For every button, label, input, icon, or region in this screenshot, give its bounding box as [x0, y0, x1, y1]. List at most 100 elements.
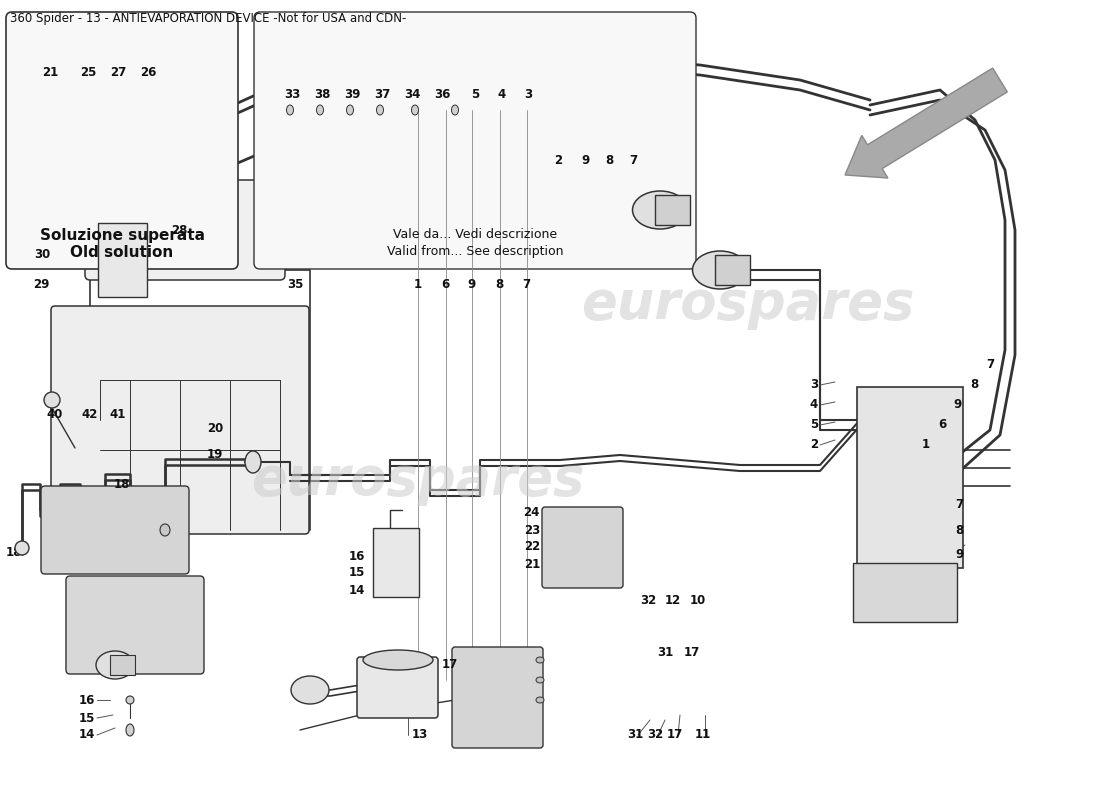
Text: 8: 8 — [955, 523, 964, 537]
Text: 5: 5 — [471, 89, 480, 102]
Text: 6: 6 — [441, 278, 449, 291]
Text: 9: 9 — [468, 278, 476, 291]
Ellipse shape — [536, 677, 544, 683]
Text: 22: 22 — [524, 541, 540, 554]
Text: Old solution: Old solution — [70, 245, 174, 260]
Text: 37: 37 — [374, 89, 390, 102]
FancyBboxPatch shape — [254, 12, 696, 269]
Text: 29: 29 — [34, 278, 50, 291]
Ellipse shape — [15, 541, 29, 555]
FancyBboxPatch shape — [41, 486, 189, 574]
Text: 7: 7 — [629, 154, 637, 166]
FancyBboxPatch shape — [542, 507, 623, 588]
Text: 15: 15 — [349, 566, 365, 579]
Text: 1: 1 — [414, 278, 422, 291]
FancyBboxPatch shape — [452, 647, 543, 748]
Text: 21: 21 — [524, 558, 540, 571]
FancyBboxPatch shape — [98, 223, 147, 297]
Text: Vale da... Vedi descrizione: Vale da... Vedi descrizione — [393, 228, 557, 241]
FancyBboxPatch shape — [6, 12, 238, 269]
FancyBboxPatch shape — [857, 387, 962, 568]
Text: Valid from... See description: Valid from... See description — [387, 245, 563, 258]
FancyBboxPatch shape — [358, 657, 438, 718]
Text: 16: 16 — [78, 694, 95, 706]
Ellipse shape — [245, 451, 261, 473]
Text: 2: 2 — [554, 154, 562, 166]
Text: 26: 26 — [140, 66, 156, 78]
Text: 360 Spider - 13 - ANTIEVAPORATION DEVICE -Not for USA and CDN-: 360 Spider - 13 - ANTIEVAPORATION DEVICE… — [10, 12, 406, 25]
Ellipse shape — [292, 676, 329, 704]
Text: 7: 7 — [986, 358, 994, 371]
Ellipse shape — [286, 105, 294, 115]
Ellipse shape — [693, 251, 748, 289]
Ellipse shape — [536, 697, 544, 703]
Text: 30: 30 — [34, 249, 50, 262]
Text: 17: 17 — [442, 658, 458, 671]
Text: 23: 23 — [524, 523, 540, 537]
Text: 28: 28 — [172, 223, 188, 237]
FancyBboxPatch shape — [373, 528, 419, 597]
Ellipse shape — [126, 696, 134, 704]
FancyBboxPatch shape — [715, 255, 750, 285]
Text: 7: 7 — [955, 498, 964, 511]
Ellipse shape — [451, 105, 459, 115]
Text: 42: 42 — [81, 409, 98, 422]
Text: 6: 6 — [938, 418, 946, 431]
FancyBboxPatch shape — [51, 306, 309, 534]
Text: 21: 21 — [42, 66, 58, 78]
Ellipse shape — [632, 191, 688, 229]
Text: 31: 31 — [657, 646, 673, 658]
Ellipse shape — [126, 724, 134, 736]
Text: 33: 33 — [284, 89, 300, 102]
Text: 9: 9 — [955, 549, 964, 562]
Text: 40: 40 — [47, 409, 63, 422]
Text: 9: 9 — [954, 398, 962, 411]
Text: 4: 4 — [810, 398, 818, 411]
FancyBboxPatch shape — [654, 195, 690, 225]
Text: 15: 15 — [78, 711, 95, 725]
Text: 19: 19 — [207, 449, 223, 462]
Text: 35: 35 — [287, 278, 304, 291]
Text: 17: 17 — [684, 646, 700, 658]
Text: 20: 20 — [207, 422, 223, 434]
Text: 17: 17 — [667, 729, 683, 742]
Text: 11: 11 — [695, 729, 711, 742]
Ellipse shape — [376, 105, 384, 115]
Text: 14: 14 — [78, 729, 95, 742]
Text: 8: 8 — [495, 278, 503, 291]
Text: 8: 8 — [970, 378, 978, 391]
Ellipse shape — [317, 105, 323, 115]
FancyArrow shape — [845, 68, 1008, 178]
Text: 38: 38 — [314, 89, 330, 102]
Ellipse shape — [96, 651, 134, 679]
Text: 2: 2 — [810, 438, 818, 451]
Text: 24: 24 — [524, 506, 540, 519]
Text: 18: 18 — [6, 546, 22, 559]
Ellipse shape — [44, 392, 60, 408]
Text: 31: 31 — [627, 729, 644, 742]
Text: 8: 8 — [605, 154, 613, 166]
Ellipse shape — [160, 524, 170, 536]
Text: 18: 18 — [113, 478, 130, 491]
Text: 36: 36 — [433, 89, 450, 102]
Text: 14: 14 — [349, 583, 365, 597]
Ellipse shape — [536, 657, 544, 663]
Text: 4: 4 — [498, 89, 506, 102]
FancyBboxPatch shape — [66, 576, 204, 674]
FancyBboxPatch shape — [85, 180, 285, 280]
Text: eurospares: eurospares — [251, 454, 585, 506]
Text: 13: 13 — [411, 729, 428, 742]
Text: 5: 5 — [810, 418, 818, 431]
Text: 16: 16 — [349, 550, 365, 562]
Text: 7: 7 — [521, 278, 530, 291]
Ellipse shape — [411, 105, 418, 115]
Text: Soluzione superata: Soluzione superata — [40, 228, 205, 243]
Text: 32: 32 — [640, 594, 656, 606]
Text: 41: 41 — [110, 409, 126, 422]
FancyBboxPatch shape — [110, 655, 135, 675]
Text: 10: 10 — [690, 594, 706, 606]
Ellipse shape — [363, 650, 433, 670]
Text: 9: 9 — [581, 154, 590, 166]
Text: 3: 3 — [524, 89, 532, 102]
Text: 3: 3 — [810, 378, 818, 391]
